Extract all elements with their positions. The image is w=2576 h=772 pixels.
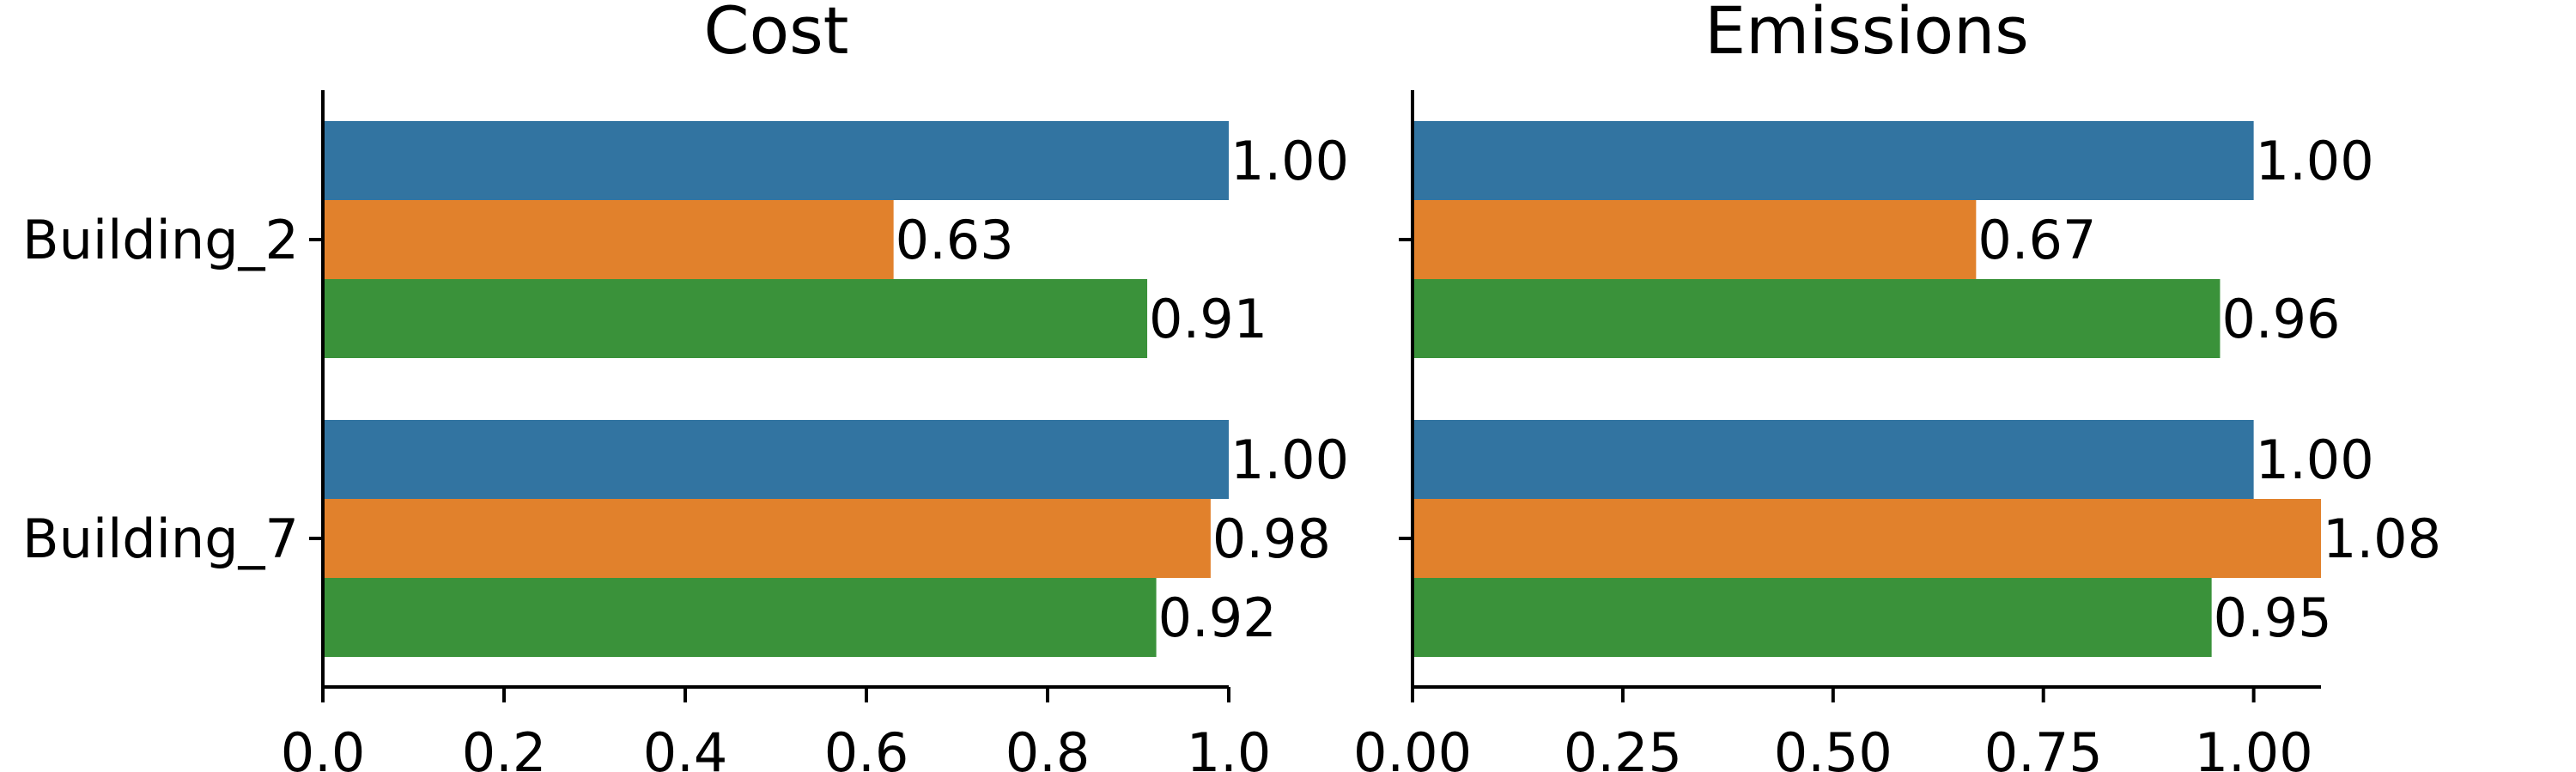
data-label: 0.63 — [896, 209, 1014, 271]
bar — [323, 200, 894, 279]
data-label: 0.95 — [2214, 587, 2332, 649]
bar — [1413, 420, 2254, 499]
bar — [1413, 499, 2321, 578]
y-tick-label: Building_2 — [22, 209, 299, 271]
data-label: 0.92 — [1158, 587, 1277, 649]
data-label: 1.00 — [1230, 130, 1349, 192]
data-label: 1.00 — [2256, 130, 2374, 192]
x-tick-label: 0.6 — [824, 721, 909, 772]
chart-title: Emissions — [1704, 0, 2029, 69]
bar — [323, 121, 1229, 200]
bar — [323, 578, 1157, 657]
data-label: 0.96 — [2221, 288, 2340, 350]
chart-title: Cost — [704, 0, 849, 69]
x-tick-label: 1.0 — [1187, 721, 1272, 772]
data-label: 0.98 — [1212, 508, 1331, 570]
panel-cost: Cost 1.00 0.63 0.91 Building_2 1.00 0.98 0.92 Bu… — [22, 0, 1349, 772]
data-label: 1.00 — [1230, 429, 1349, 491]
bar — [1413, 578, 2212, 657]
x-tick-label: 0.0 — [281, 721, 366, 772]
bar — [323, 420, 1229, 499]
x-tick-label: 0.25 — [1564, 721, 1682, 772]
bar — [323, 499, 1211, 578]
x-tick-label: 0.75 — [1984, 721, 2103, 772]
data-label: 0.67 — [1978, 209, 2096, 271]
panel-emissions: Emissions 1.00 0.67 0.96 1.00 1.08 0.95 0.00 0.2… — [1353, 0, 2441, 772]
x-tick-label: 0.4 — [643, 721, 728, 772]
x-tick-label: 1.00 — [2195, 721, 2313, 772]
x-tick-label: 0.2 — [462, 721, 547, 772]
x-tick-label: 0.8 — [1005, 721, 1091, 772]
y-tick-label: Building_7 — [22, 508, 299, 570]
bar — [323, 279, 1148, 358]
data-label: 1.08 — [2323, 508, 2441, 570]
bar — [1413, 279, 2221, 358]
x-tick-label: 0.00 — [1353, 721, 1472, 772]
data-label: 0.91 — [1149, 288, 1267, 350]
bar — [1413, 200, 1977, 279]
x-tick-label: 0.50 — [1774, 721, 1893, 772]
bar — [1413, 121, 2254, 200]
data-label: 1.00 — [2256, 429, 2374, 491]
